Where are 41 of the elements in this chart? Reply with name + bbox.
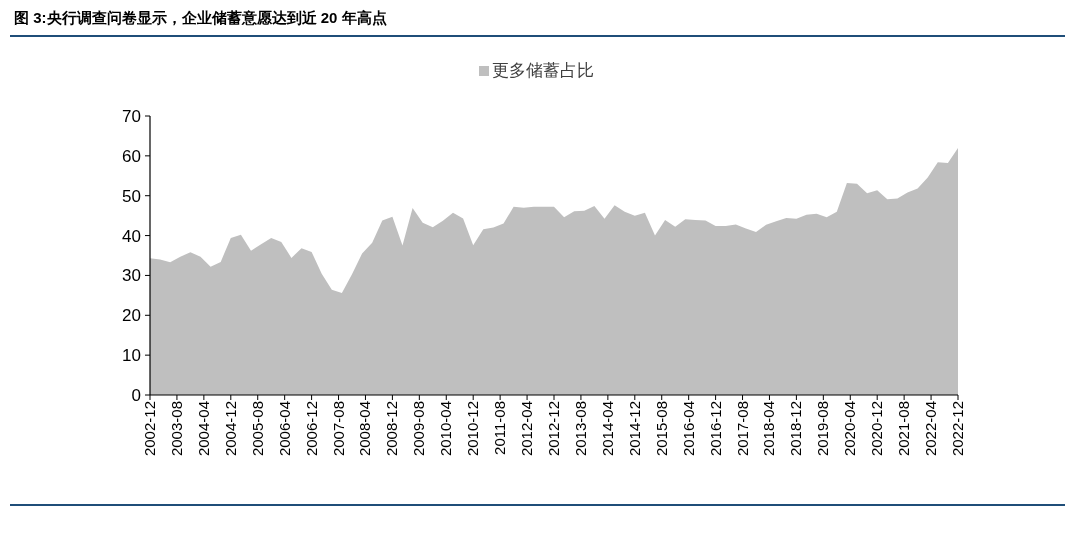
x-tick-label: 2012-04	[518, 401, 536, 457]
y-tick-label: 70	[122, 107, 141, 126]
x-tick-label: 2008-04	[356, 401, 374, 457]
x-tick-label: 2010-04	[437, 401, 455, 457]
y-tick-label: 0	[131, 386, 141, 405]
x-tick-label: 2022-04	[922, 401, 940, 457]
y-tick-label: 10	[122, 346, 141, 366]
legend-label: 更多储蓄占比	[492, 61, 594, 80]
x-tick-label: 2012-12	[545, 401, 562, 457]
y-tick-label: 50	[122, 186, 141, 206]
y-tick-label: 20	[122, 306, 141, 326]
x-tick-label: 2008-12	[383, 401, 401, 457]
y-tick-label: 30	[122, 266, 141, 286]
x-tick-label: 2013-08	[571, 401, 589, 457]
x-tick-label: 2015-08	[652, 401, 670, 457]
x-tick-label: 2017-08	[733, 401, 751, 457]
y-tick-label: 60	[122, 146, 141, 166]
x-tick-label: 2020-04	[841, 401, 859, 457]
x-tick-label: 2018-12	[787, 401, 805, 457]
x-tick-label: 2004-12	[221, 401, 239, 457]
x-tick-label: 2014-04	[598, 401, 616, 457]
x-tick-label: 2020-12	[868, 401, 886, 457]
x-tick-label: 2002-12	[141, 401, 158, 457]
y-tick-label: 40	[122, 226, 141, 246]
x-tick-label: 2011-08	[491, 401, 509, 455]
x-tick-label: 2018-04	[760, 401, 778, 457]
x-tick-label: 2022-12	[949, 401, 966, 457]
x-tick-label: 2009-08	[410, 401, 428, 457]
x-tick-label: 2003-08	[167, 401, 185, 457]
x-tick-label: 2006-12	[302, 401, 320, 457]
x-tick-label: 2007-08	[329, 401, 347, 457]
chart-title: 图 3:央行调查问卷显示，企业储蓄意愿达到近 20 年高点	[14, 9, 387, 26]
x-tick-label: 2004-04	[194, 401, 212, 457]
x-tick-label: 2016-04	[679, 401, 697, 457]
x-tick-label: 2016-12	[706, 401, 724, 457]
x-tick-label: 2006-04	[275, 401, 293, 457]
x-tick-label: 2010-12	[464, 401, 482, 457]
x-tick-label: 2021-08	[895, 401, 913, 457]
x-tick-label: 2005-08	[248, 401, 266, 457]
x-tick-label: 2019-08	[814, 401, 832, 457]
x-tick-label: 2014-12	[625, 401, 643, 457]
